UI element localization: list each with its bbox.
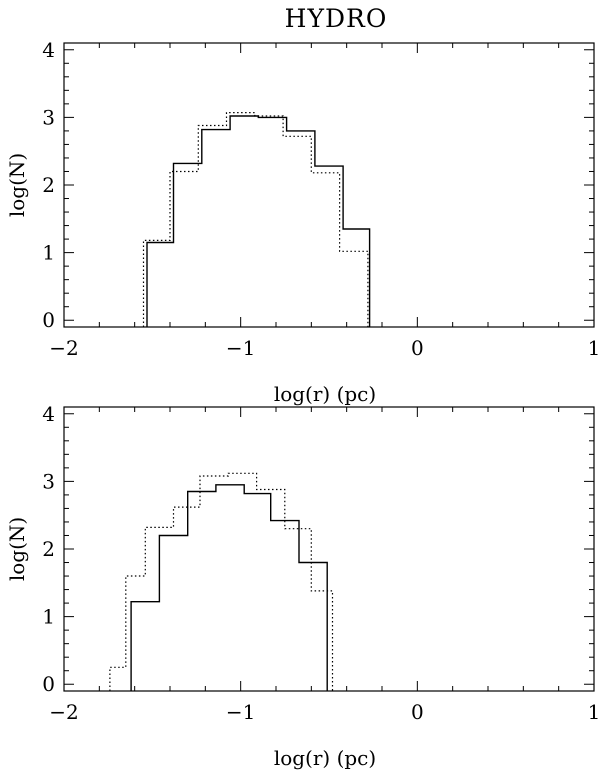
x-tick-label: −1 [226,336,255,360]
y-tick-label: 3 [42,469,55,493]
y-axis-label: log(N) [5,517,29,581]
x-tick-label: −1 [226,700,255,724]
y-tick-label: 0 [42,308,55,332]
x-axis-label: log(r) (pc) [274,746,376,770]
panel-bottom-histogram: −2 −1 0 1 0 1 2 3 4 log(r) (pc) log(N) [5,402,600,770]
x-tick-label: 1 [588,336,600,360]
x-tick-label: −2 [49,336,78,360]
x-tick-label: 1 [588,700,600,724]
x-tick-label: 0 [411,700,424,724]
y-tick-label: 4 [42,38,55,62]
plot-frame [63,42,595,328]
x-tick-label: 0 [411,336,424,360]
y-tick-label: 3 [42,105,55,129]
y-axis-label: log(N) [5,153,29,217]
histogram-dotted-series [142,112,369,327]
histogram-dotted-series [109,472,334,691]
y-tick-label: 2 [42,537,55,561]
x-axis-label: log(r) (pc) [274,382,376,406]
x-tick-label: −2 [49,700,78,724]
y-tick-label: 0 [42,672,55,696]
histogram-solid-series [130,484,328,691]
panel-top-histogram: −2 −1 0 1 0 1 2 3 4 log(r) (pc) log(N) [5,38,600,406]
y-tick-label: 4 [42,402,55,426]
y-tick-label: 1 [42,241,55,265]
histogram-solid-series [146,115,371,327]
figure-title: HYDRO [285,4,388,33]
y-tick-label: 1 [42,605,55,629]
plot-frame [63,406,595,692]
y-tick-label: 2 [42,173,55,197]
